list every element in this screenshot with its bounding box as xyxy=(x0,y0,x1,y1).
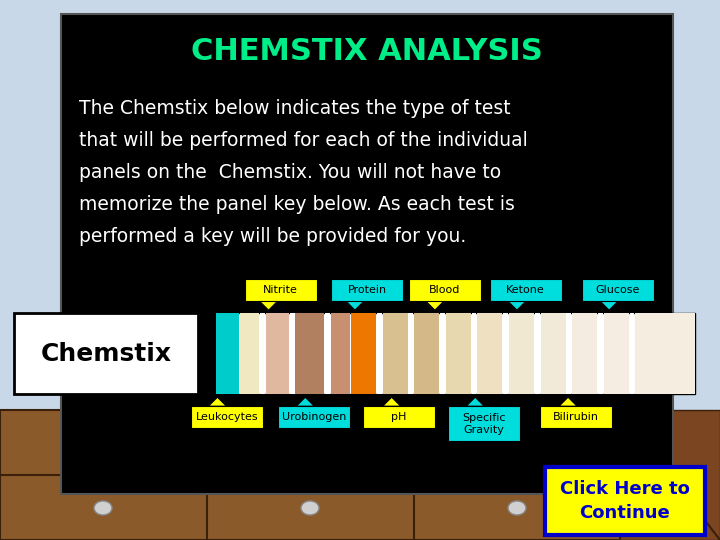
Text: memorize the panel key below. As each test is: memorize the panel key below. As each te… xyxy=(79,194,515,213)
Bar xyxy=(14,313,198,394)
Polygon shape xyxy=(600,301,618,310)
Bar xyxy=(446,313,471,394)
Text: Nitrite: Nitrite xyxy=(264,285,298,295)
Text: Click Here to
Continue: Click Here to Continue xyxy=(560,480,690,522)
Bar xyxy=(503,313,508,394)
Polygon shape xyxy=(346,301,364,310)
Bar xyxy=(331,279,403,301)
Bar xyxy=(440,313,445,394)
Text: Ketone: Ketone xyxy=(506,285,545,295)
Text: Bilirubin: Bilirubin xyxy=(553,412,599,422)
Text: Chemstix: Chemstix xyxy=(41,342,171,366)
Ellipse shape xyxy=(508,436,526,450)
Bar xyxy=(245,279,317,301)
Bar xyxy=(472,313,477,394)
Polygon shape xyxy=(559,397,577,406)
Bar xyxy=(278,406,350,428)
Text: pH: pH xyxy=(391,412,407,422)
Bar xyxy=(567,313,571,394)
Text: Glucose: Glucose xyxy=(595,285,640,295)
Polygon shape xyxy=(467,397,485,406)
Bar xyxy=(636,313,695,394)
Polygon shape xyxy=(620,410,720,540)
Bar xyxy=(325,313,330,394)
Text: performed a key will be provided for you.: performed a key will be provided for you… xyxy=(79,226,467,246)
Bar xyxy=(509,313,534,394)
Polygon shape xyxy=(383,397,400,406)
Bar xyxy=(191,406,263,428)
Text: Leukocytes: Leukocytes xyxy=(196,412,258,422)
Bar xyxy=(266,313,289,394)
Bar xyxy=(540,406,612,428)
Bar xyxy=(598,313,603,394)
Polygon shape xyxy=(426,301,444,310)
Polygon shape xyxy=(260,301,278,310)
Bar xyxy=(289,313,294,394)
Ellipse shape xyxy=(301,501,319,515)
Bar xyxy=(0,410,620,540)
Bar xyxy=(260,313,265,394)
Text: Blood: Blood xyxy=(429,285,461,295)
Text: CHEMSTIX ANALYSIS: CHEMSTIX ANALYSIS xyxy=(192,37,543,66)
Bar xyxy=(409,279,481,301)
Polygon shape xyxy=(508,301,526,310)
Bar xyxy=(363,406,435,428)
Ellipse shape xyxy=(508,501,526,515)
Bar xyxy=(535,313,540,394)
Bar xyxy=(377,313,382,394)
Bar xyxy=(582,279,654,301)
Text: The Chemstix below indicates the type of test: The Chemstix below indicates the type of… xyxy=(79,98,510,118)
Bar xyxy=(240,313,259,394)
Ellipse shape xyxy=(301,436,319,450)
Text: that will be performed for each of the individual: that will be performed for each of the i… xyxy=(79,131,528,150)
Ellipse shape xyxy=(94,436,112,450)
Bar xyxy=(331,313,350,394)
Text: Protein: Protein xyxy=(348,285,387,295)
Polygon shape xyxy=(209,397,226,406)
Bar xyxy=(414,313,439,394)
Bar xyxy=(630,313,634,394)
Bar xyxy=(382,313,408,394)
Ellipse shape xyxy=(94,501,112,515)
Polygon shape xyxy=(297,397,314,406)
Bar xyxy=(545,467,705,535)
Bar xyxy=(572,313,597,394)
Text: panels on the  Chemstix. You will not have to: panels on the Chemstix. You will not hav… xyxy=(79,163,501,181)
Bar xyxy=(604,313,629,394)
Bar xyxy=(295,313,324,394)
Bar xyxy=(216,313,239,394)
Bar xyxy=(408,313,413,394)
Bar xyxy=(351,313,376,394)
Bar xyxy=(490,279,562,301)
Bar xyxy=(448,406,520,441)
Text: Specific
Gravity: Specific Gravity xyxy=(462,413,505,435)
Text: Urobinogen: Urobinogen xyxy=(282,412,346,422)
Bar xyxy=(477,313,503,394)
Bar xyxy=(61,14,673,494)
Bar xyxy=(216,313,695,394)
Bar xyxy=(541,313,565,394)
